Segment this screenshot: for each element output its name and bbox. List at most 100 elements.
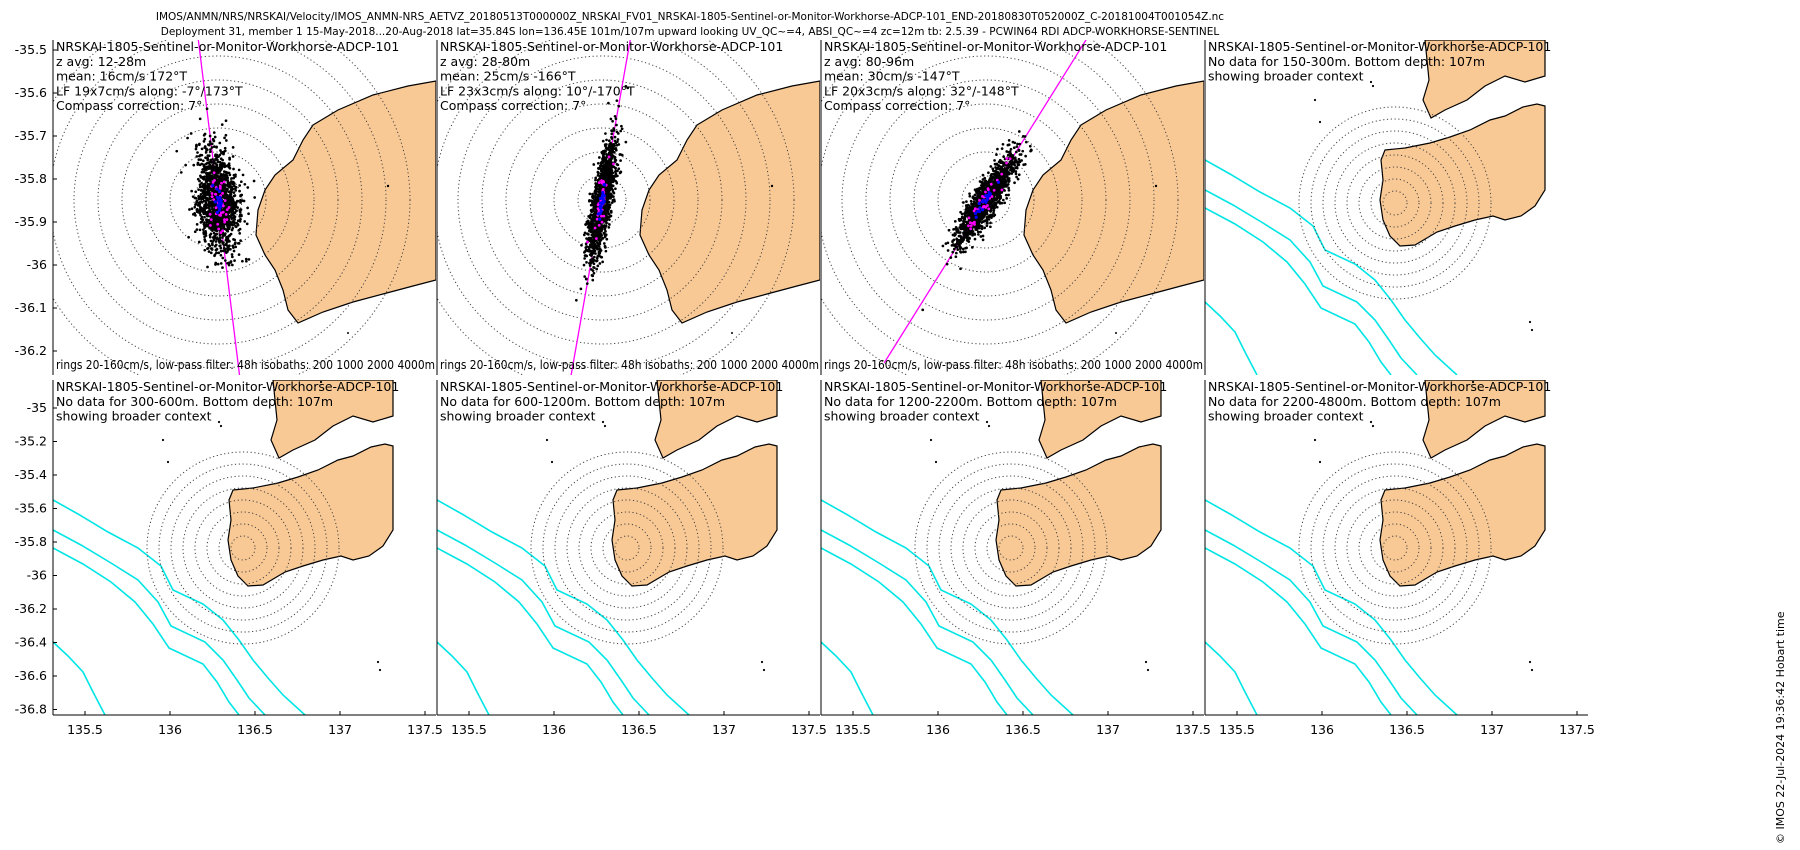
- speed-ring: [554, 475, 700, 621]
- islet-dot: [1115, 332, 1117, 334]
- mean-point: [215, 187, 219, 191]
- mean-point: [599, 205, 603, 209]
- velocity-point: [949, 256, 953, 259]
- lowpass-point: [982, 205, 985, 208]
- velocity-point: [228, 244, 231, 248]
- speed-ring: [950, 487, 1072, 609]
- mean-point: [986, 194, 990, 198]
- velocity-point: [194, 190, 198, 194]
- velocity-point: [601, 237, 605, 240]
- velocity-point: [603, 165, 606, 169]
- islet-dot: [929, 438, 933, 442]
- velocity-point: [988, 178, 991, 182]
- velocity-point: [230, 180, 234, 184]
- isobath-line: [1205, 301, 1258, 375]
- velocity-point: [186, 136, 189, 140]
- velocity-point: [999, 161, 1002, 165]
- velocity-point: [993, 159, 996, 162]
- velocity-point: [973, 193, 977, 197]
- velocity-point: [981, 173, 985, 177]
- velocity-point: [964, 250, 967, 254]
- velocity-point: [202, 190, 206, 194]
- velocity-point: [968, 211, 972, 214]
- panel-annotation-line: showing broader context: [440, 409, 596, 424]
- panel-plot-area: [437, 40, 820, 375]
- panel-row1-col3: NRSKAI-1805-Sentinel-or-Monitor-Workhors…: [820, 39, 1204, 375]
- mean-point: [598, 196, 603, 201]
- velocity-point: [197, 158, 201, 161]
- islet-dot: [1318, 460, 1322, 464]
- isobath-line: [53, 641, 106, 715]
- islet-dot: [731, 332, 733, 334]
- velocity-point: [227, 198, 231, 202]
- velocity-point: [583, 250, 587, 253]
- lowpass-point: [984, 206, 988, 209]
- y-tick-label: -36.4: [15, 635, 47, 650]
- speed-ring: [841, 55, 1131, 345]
- velocity-point: [223, 163, 226, 167]
- velocity-point: [611, 171, 615, 175]
- velocity-point: [239, 180, 243, 184]
- panel-annotation-line: NRSKAI-1805-Sentinel-or-Monitor-Workhors…: [440, 39, 783, 54]
- panel-annotation-line: No data for 2200-4800m. Bottom depth: 10…: [1208, 394, 1501, 409]
- figure-title-line2: Deployment 31, member 1 15-May-2018...20…: [161, 26, 1220, 38]
- velocity-point: [206, 265, 209, 269]
- velocity-point: [221, 249, 225, 253]
- velocity-point: [217, 168, 221, 172]
- lowpass-point: [223, 218, 226, 222]
- velocity-point: [230, 177, 233, 180]
- velocity-point: [1001, 182, 1005, 186]
- velocity-point: [1006, 178, 1010, 182]
- velocity-point: [238, 210, 242, 214]
- velocity-point: [996, 147, 999, 151]
- velocity-point: [595, 233, 599, 236]
- velocity-point: [595, 241, 599, 244]
- velocity-point: [223, 196, 227, 200]
- velocity-point: [964, 231, 968, 235]
- panel-annotation-line: NRSKAI-1805-Sentinel-or-Monitor-Workhors…: [56, 39, 399, 54]
- velocity-point: [1007, 188, 1011, 192]
- velocity-point: [613, 158, 617, 161]
- velocity-point: [218, 153, 222, 157]
- islet-dot: [219, 424, 223, 428]
- lowpass-point: [218, 213, 221, 217]
- velocity-point: [602, 151, 606, 155]
- panel-row1-col1: NRSKAI-1805-Sentinel-or-Monitor-Workhors…: [15, 39, 436, 375]
- velocity-point: [958, 250, 962, 253]
- velocity-point: [958, 234, 962, 238]
- lowpass-point: [594, 237, 598, 240]
- velocity-point: [207, 193, 211, 197]
- isobath-line: [53, 499, 306, 715]
- velocity-point: [601, 139, 605, 143]
- velocity-point: [574, 298, 578, 302]
- velocity-point: [993, 192, 997, 196]
- velocity-point: [982, 184, 985, 188]
- velocity-point: [609, 209, 613, 213]
- velocity-point: [976, 230, 980, 234]
- velocity-point: [223, 149, 227, 153]
- mean-point: [602, 183, 606, 187]
- velocity-point: [1021, 149, 1025, 153]
- panel-annotation-line: NRSKAI-1805-Sentinel-or-Monitor-Workhors…: [1208, 379, 1551, 394]
- velocity-point: [1024, 154, 1027, 158]
- velocity-point: [207, 189, 211, 193]
- velocity-point: [237, 253, 241, 256]
- x-tick-label: 136.5: [1389, 722, 1425, 737]
- mean-point: [211, 183, 215, 188]
- velocity-point: [200, 162, 204, 166]
- velocity-point: [235, 221, 238, 225]
- velocity-point: [970, 202, 973, 206]
- velocity-point: [199, 200, 203, 204]
- panel-annotation-line: No data for 150-300m. Bottom depth: 107m: [1208, 54, 1485, 69]
- velocity-point: [609, 157, 613, 161]
- velocity-point: [603, 144, 607, 148]
- velocity-point: [221, 188, 225, 192]
- velocity-point: [579, 287, 583, 291]
- velocity-point: [624, 140, 628, 144]
- velocity-point: [225, 247, 229, 250]
- velocity-point: [197, 188, 200, 192]
- lowpass-point: [224, 212, 228, 216]
- x-tick-label: 136: [926, 722, 950, 737]
- velocity-point: [610, 129, 613, 132]
- velocity-point: [204, 231, 208, 235]
